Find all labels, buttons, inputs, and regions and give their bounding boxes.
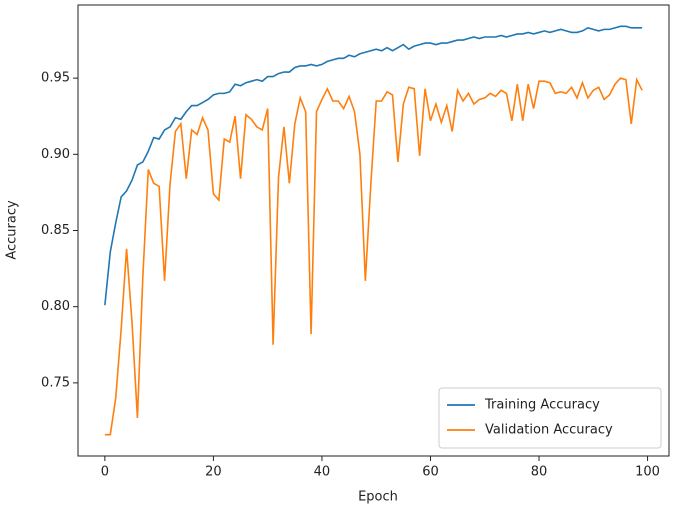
x-tick-label: 20: [205, 465, 222, 480]
x-tick-label: 40: [314, 465, 331, 480]
y-tick-label: 0.80: [41, 299, 70, 314]
x-tick-label: 60: [422, 465, 439, 480]
line-series: [104, 76, 643, 436]
x-tick-label: 100: [635, 465, 660, 480]
y-tick-label: 0.75: [41, 375, 70, 390]
y-tick-label: 0.90: [41, 147, 70, 162]
y-tick-label: 0.95: [41, 71, 70, 86]
y-axis-label: Accuracy: [5, 200, 20, 260]
legend-label: Validation Accuracy: [485, 423, 613, 438]
plot-frame: [77, 4, 670, 457]
legend-box: [438, 387, 662, 449]
line-series: [104, 25, 643, 306]
x-axis-label: Epoch: [358, 490, 398, 505]
legend-label: Training Accuracy: [484, 398, 600, 413]
y-tick-label: 0.85: [41, 223, 70, 238]
x-tick-label: 0: [101, 465, 109, 480]
x-tick-label: 80: [531, 465, 548, 480]
